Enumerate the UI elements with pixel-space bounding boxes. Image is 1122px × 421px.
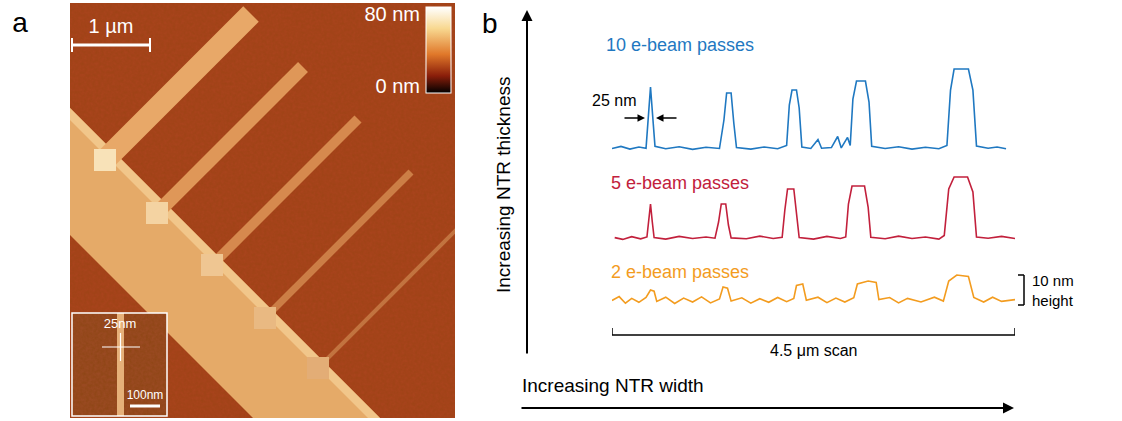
svg-text:100nm: 100nm [127,388,164,402]
svg-text:25 nm: 25 nm [592,92,636,109]
svg-text:b: b [482,8,498,39]
svg-text:a: a [12,7,28,38]
svg-text:10 nmheight: 10 nmheight [1032,272,1074,309]
svg-text:80 nm: 80 nm [364,3,420,25]
svg-text:Increasing NTR thickness: Increasing NTR thickness [493,77,514,293]
svg-text:25nm: 25nm [104,316,137,331]
svg-text:0 nm: 0 nm [376,75,420,97]
svg-text:Increasing NTR width: Increasing NTR width [522,375,704,396]
svg-text:10 e-beam passes: 10 e-beam passes [606,35,754,55]
svg-text:1 µm: 1 µm [89,15,134,37]
svg-text:2 e-beam passes: 2 e-beam passes [611,262,749,282]
svg-text:4.5 μm scan: 4.5 μm scan [770,342,857,359]
svg-text:5 e-beam passes: 5 e-beam passes [611,173,749,193]
